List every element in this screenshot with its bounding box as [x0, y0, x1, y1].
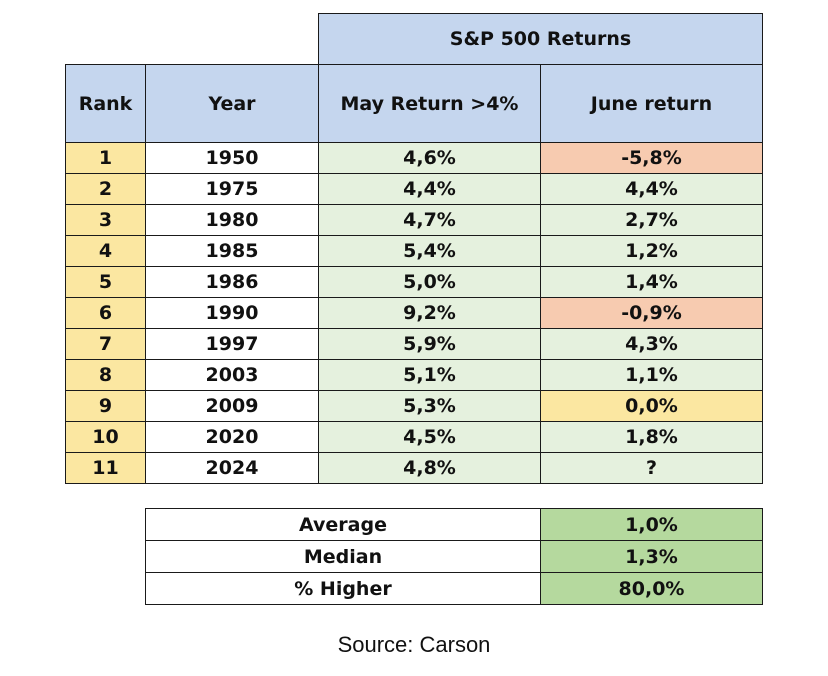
june-return-cell: 2,7%: [540, 204, 763, 236]
june-return-cell: ?: [540, 452, 763, 484]
rank-cell: 1: [65, 142, 146, 174]
june-return-cell: 1,4%: [540, 266, 763, 298]
may-return-cell: 9,2%: [318, 297, 541, 329]
year-cell: 1985: [145, 235, 319, 267]
year-cell: 1950: [145, 142, 319, 174]
summary-value: 80,0%: [540, 572, 763, 605]
june-return-cell: -0,9%: [540, 297, 763, 329]
year-cell: 2024: [145, 452, 319, 484]
rank-cell: 7: [65, 328, 146, 360]
column-header-year: Year: [145, 64, 319, 143]
year-cell: 1975: [145, 173, 319, 205]
may-return-cell: 4,6%: [318, 142, 541, 174]
june-return-cell: 1,1%: [540, 359, 763, 391]
rank-cell: 3: [65, 204, 146, 236]
year-cell: 1997: [145, 328, 319, 360]
rank-cell: 6: [65, 297, 146, 329]
may-return-cell: 4,4%: [318, 173, 541, 205]
table-title: S&P 500 Returns: [318, 13, 763, 65]
rank-cell: 11: [65, 452, 146, 484]
year-cell: 1986: [145, 266, 319, 298]
year-cell: 2009: [145, 390, 319, 422]
column-header-rank: Rank: [65, 64, 146, 143]
may-return-cell: 5,3%: [318, 390, 541, 422]
may-return-cell: 5,4%: [318, 235, 541, 267]
may-return-cell: 5,9%: [318, 328, 541, 360]
june-return-cell: 1,2%: [540, 235, 763, 267]
summary-label: Average: [145, 508, 541, 541]
june-return-cell: -5,8%: [540, 142, 763, 174]
may-return-cell: 4,5%: [318, 421, 541, 453]
june-return-cell: 1,8%: [540, 421, 763, 453]
year-cell: 1990: [145, 297, 319, 329]
june-return-cell: 4,4%: [540, 173, 763, 205]
source-caption: Source: Carson: [337, 632, 491, 657]
summary-label: % Higher: [145, 572, 541, 605]
year-cell: 2003: [145, 359, 319, 391]
may-return-cell: 4,7%: [318, 204, 541, 236]
may-return-cell: 4,8%: [318, 452, 541, 484]
june-return-cell: 4,3%: [540, 328, 763, 360]
rank-cell: 5: [65, 266, 146, 298]
may-return-cell: 5,1%: [318, 359, 541, 391]
year-cell: 1980: [145, 204, 319, 236]
rank-cell: 8: [65, 359, 146, 391]
column-header-may-return: May Return >4%: [318, 64, 541, 143]
june-return-cell: 0,0%: [540, 390, 763, 422]
summary-value: 1,3%: [540, 540, 763, 573]
rank-cell: 2: [65, 173, 146, 205]
rank-cell: 9: [65, 390, 146, 422]
column-header-june-return: June return: [540, 64, 763, 143]
year-cell: 2020: [145, 421, 319, 453]
rank-cell: 4: [65, 235, 146, 267]
summary-value: 1,0%: [540, 508, 763, 541]
rank-cell: 10: [65, 421, 146, 453]
summary-label: Median: [145, 540, 541, 573]
may-return-cell: 5,0%: [318, 266, 541, 298]
